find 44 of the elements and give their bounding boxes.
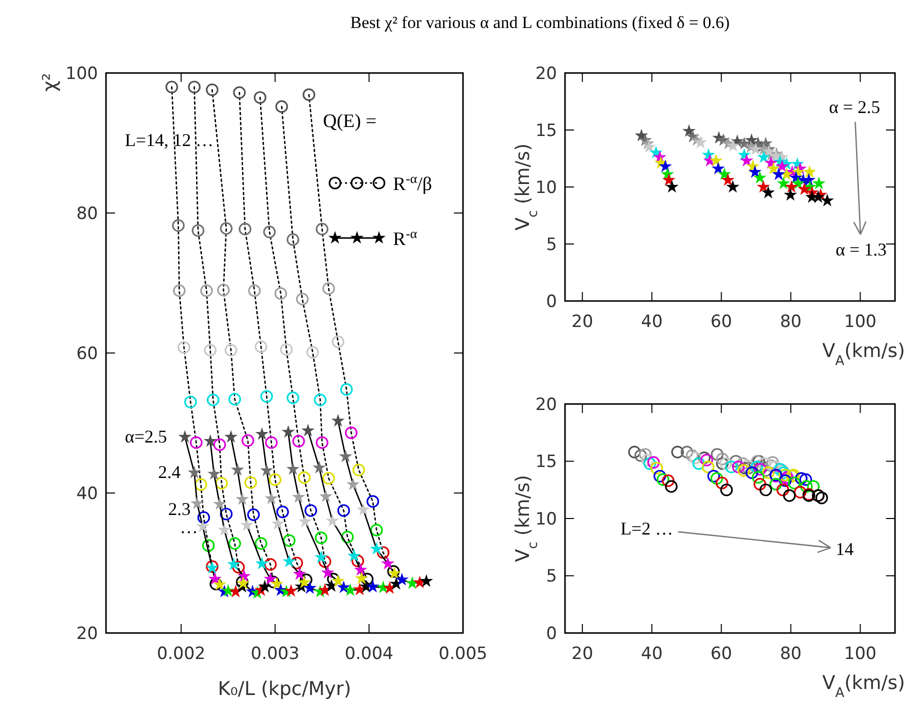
annotation: α = 2.5 (829, 96, 880, 117)
y-tick-label: 0 (546, 292, 557, 312)
y-tick-label: 20 (535, 394, 557, 415)
x-tick-label: 0.002 (156, 644, 206, 664)
legend-title: Q(E) = (323, 111, 376, 132)
annotation: … (180, 516, 198, 537)
x-tick-label: 0.003 (250, 644, 300, 664)
x-tick-label: 80 (780, 644, 802, 664)
x-axis-title: K₀/L (kpc/Myr) (218, 678, 352, 700)
x-tick-label: 100 (844, 312, 876, 332)
x-axis-title: V$_{A}$(km/s) (822, 340, 905, 368)
annotation: 14 (836, 539, 854, 560)
x-tick-label: 20 (572, 644, 594, 664)
y-tick-label: 0 (546, 624, 557, 644)
y-tick-label: 20 (76, 624, 98, 644)
annotation: α=2.5 (124, 426, 168, 447)
y-tick-label: 5 (546, 234, 557, 255)
x-tick-label: 60 (710, 312, 732, 332)
x-tick-label: 0.004 (344, 644, 394, 664)
x-tick-label: 20 (572, 312, 594, 332)
x-tick-label: 40 (641, 312, 663, 332)
y-tick-label: 80 (76, 204, 98, 224)
annotation: 2.4 (158, 462, 181, 482)
y-tick-label: 20 (535, 64, 557, 84)
y-tick-label: 15 (535, 452, 557, 472)
x-axis-title: V$_{A}$(km/s) (822, 672, 905, 700)
annotation: L=2 … (620, 518, 674, 539)
x-tick-label: 80 (780, 312, 802, 332)
legend-label: R$^{-α}$/β (393, 170, 432, 195)
y-tick-label: 15 (535, 120, 557, 141)
annotation: L=14, 12 … (124, 130, 214, 150)
x-tick-label: 0.005 (438, 644, 488, 664)
y-tick-label: 5 (546, 566, 557, 587)
legend-label: R$^{-α}$ (393, 226, 418, 250)
y-axis-title: χ² (39, 73, 61, 92)
text: Best χ² for various α and L combinations (fixed δ = 0.6) (350, 13, 730, 32)
annotation: 2.3 (168, 498, 191, 519)
annotation: α = 1.3 (836, 239, 887, 260)
y-tick-label: 100 (66, 64, 98, 84)
x-tick-label: 100 (844, 644, 876, 664)
y-tick-label: 60 (76, 344, 98, 364)
x-tick-label: 40 (641, 644, 663, 664)
x-tick-label: 60 (710, 644, 732, 664)
y-tick-label: 40 (76, 484, 98, 504)
